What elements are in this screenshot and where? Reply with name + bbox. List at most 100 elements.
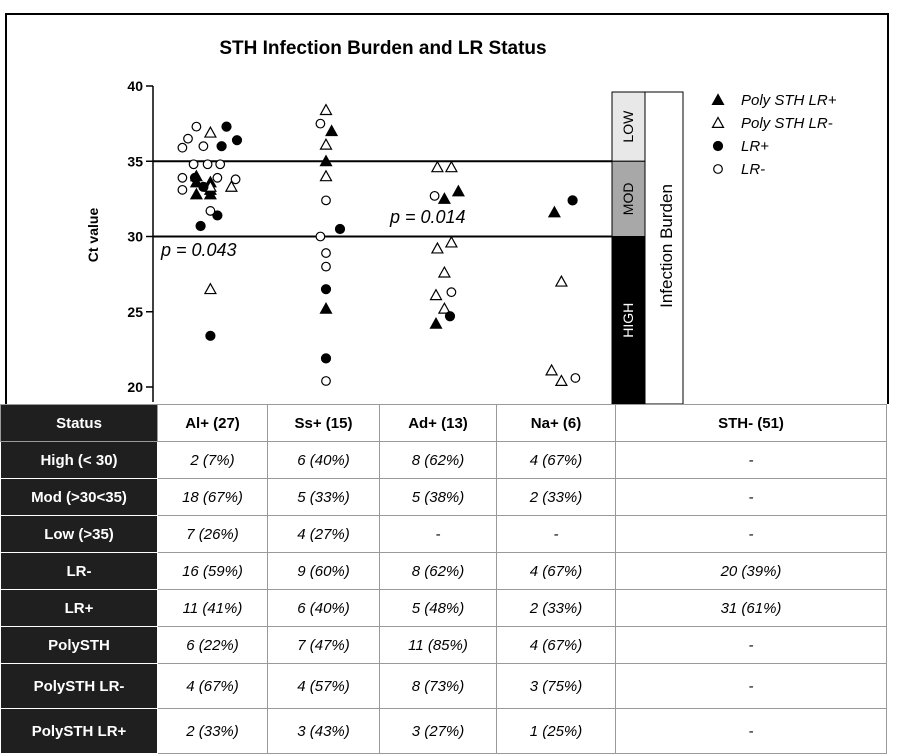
data-point	[212, 172, 223, 183]
legend-label: LR-	[741, 161, 765, 178]
table-row: LR+ 11 (41%) 6 (40%) 5 (48%) 2 (33%) 31 (61%)	[0, 589, 887, 627]
data-point	[334, 223, 346, 235]
table-cell: 4 (67%)	[496, 441, 616, 479]
data-point	[203, 187, 217, 200]
data-point	[451, 184, 465, 197]
legend-label: Poly STH LR+	[741, 92, 837, 109]
legend-label: Poly STH LR-	[741, 115, 833, 132]
data-point	[321, 248, 331, 258]
table-cell: 2 (33%)	[496, 478, 616, 516]
data-points	[177, 103, 581, 386]
chart-title: STH Infection Burden and LR Status	[219, 38, 546, 59]
table-row: PolySTH LR+ 2 (33%) 3 (43%) 3 (27%) 1 (25%) -	[0, 708, 887, 754]
data-point	[325, 124, 339, 137]
legend: Poly STH LR+ Poly STH LR- LR+ LR-	[711, 92, 837, 178]
table-cell: 4 (67%)	[496, 626, 616, 664]
data-point	[203, 125, 217, 138]
table-header-cell: Ss+ (15)	[267, 404, 380, 442]
data-point	[437, 192, 451, 204]
table-cell: 18 (67%)	[157, 478, 268, 516]
data-point	[231, 135, 243, 146]
table-cell: 7 (47%)	[267, 626, 380, 664]
data-point	[319, 137, 333, 150]
data-point	[221, 121, 232, 132]
table-cell: 6 (40%)	[267, 589, 380, 627]
row-label: LR+	[0, 589, 158, 627]
data-point	[437, 265, 451, 278]
table-cell: 6 (22%)	[157, 626, 268, 664]
table-header-cell: Status	[0, 404, 158, 442]
table-row: High (< 30) 2 (7%) 6 (40%) 8 (62%) 4 (67%) -	[0, 441, 887, 479]
data-point	[177, 184, 188, 195]
burden-band-mod	[611, 160, 646, 237]
row-label: PolySTH	[0, 626, 158, 664]
data-point	[203, 282, 217, 295]
data-point	[319, 169, 333, 182]
data-point	[202, 159, 213, 170]
burden-band-label: MOD	[620, 183, 636, 216]
table-cell: 11 (41%)	[157, 589, 268, 627]
table-cell: 8 (73%)	[379, 663, 497, 709]
row-label: PolySTH LR-	[0, 663, 158, 709]
data-point	[320, 284, 332, 295]
y-tick-label: 20	[127, 379, 143, 395]
table-cell: 5 (38%)	[379, 478, 497, 516]
table-cell: -	[496, 515, 616, 553]
table-cell: 3 (43%)	[267, 708, 380, 754]
legend-marker	[712, 140, 724, 152]
table-cell: 31 (61%)	[615, 589, 887, 627]
y-tick-label: 35	[127, 153, 143, 169]
data-point	[430, 160, 444, 173]
table-cell: 8 (62%)	[379, 441, 497, 479]
table-cell: 2 (33%)	[157, 708, 268, 754]
chart-frame	[5, 13, 889, 404]
ct-value-scatter-chart: STH Infection Burden and LR Status Ct va…	[5, 13, 889, 404]
data-point	[567, 195, 578, 206]
table-cell: -	[615, 515, 887, 553]
data-point	[444, 311, 456, 322]
data-point	[437, 302, 451, 314]
y-tick-label: 25	[127, 304, 143, 320]
data-point	[320, 353, 332, 364]
data-point	[319, 154, 333, 167]
data-point	[321, 195, 331, 206]
data-point	[215, 159, 226, 170]
table-cell: 4 (57%)	[267, 663, 380, 709]
data-point	[183, 133, 193, 144]
data-point	[315, 118, 326, 129]
data-point	[195, 220, 206, 232]
table-cell: -	[615, 708, 887, 754]
data-point	[189, 172, 201, 183]
table-cell: 8 (62%)	[379, 552, 497, 590]
data-point	[224, 180, 238, 192]
threshold-lines	[153, 160, 612, 238]
data-point	[444, 160, 458, 173]
infection-burden-bar: LOW MOD HIGH	[611, 91, 684, 404]
table-row: PolySTH 6 (22%) 7 (47%) 11 (85%) 4 (67%) -	[0, 626, 887, 664]
data-point	[554, 274, 568, 287]
table-cell: 16 (59%)	[157, 552, 268, 590]
table-cell: -	[615, 441, 887, 479]
data-point	[429, 190, 440, 201]
table-cell: -	[615, 663, 887, 709]
table-header-cell: Al+ (27)	[157, 404, 268, 442]
table-cell: 1 (25%)	[496, 708, 616, 754]
legend-marker	[711, 116, 725, 129]
data-point	[570, 373, 581, 383]
legend-marker	[713, 164, 723, 174]
row-label: Mod (>30<35)	[0, 478, 158, 516]
table-cell: 11 (85%)	[379, 626, 497, 664]
data-point	[444, 235, 458, 248]
infection-burden-label: Infection Burden	[657, 184, 676, 308]
table-cell: 9 (60%)	[267, 552, 380, 590]
data-point	[205, 206, 216, 216]
data-point	[545, 363, 559, 376]
data-point	[321, 261, 331, 272]
data-point	[319, 302, 333, 314]
burden-label-box	[644, 91, 684, 404]
data-point	[547, 205, 561, 218]
data-point	[429, 317, 443, 329]
table-cell: -	[615, 478, 887, 516]
table-cell: 3 (27%)	[379, 708, 497, 754]
table-cell: 2 (33%)	[496, 589, 616, 627]
